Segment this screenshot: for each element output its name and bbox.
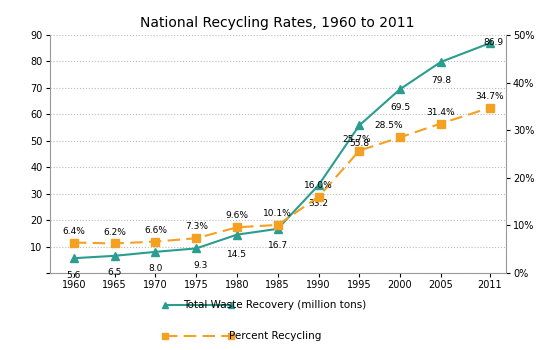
Text: Total Waste Recovery (million tons): Total Waste Recovery (million tons) [183, 300, 367, 309]
Text: 86.9: 86.9 [484, 38, 504, 47]
Text: 14.5: 14.5 [227, 250, 247, 259]
Text: 28.5%: 28.5% [375, 121, 403, 131]
Text: Percent Recycling: Percent Recycling [229, 331, 321, 341]
Text: 6.2%: 6.2% [103, 228, 126, 237]
Text: 34.7%: 34.7% [475, 92, 504, 101]
Text: 31.4%: 31.4% [426, 107, 455, 117]
Text: 6.4%: 6.4% [63, 226, 85, 236]
Text: 6.6%: 6.6% [144, 226, 167, 234]
Text: 7.3%: 7.3% [185, 222, 208, 231]
Text: 33.2: 33.2 [309, 199, 328, 208]
Text: 6.5: 6.5 [108, 268, 122, 277]
Text: 9.3: 9.3 [193, 261, 207, 270]
Text: 5.6: 5.6 [67, 271, 81, 280]
Text: 8.0: 8.0 [148, 264, 163, 273]
Title: National Recycling Rates, 1960 to 2011: National Recycling Rates, 1960 to 2011 [140, 16, 415, 30]
Text: 69.5: 69.5 [390, 103, 410, 112]
Text: 9.6%: 9.6% [226, 211, 249, 220]
Text: 10.1%: 10.1% [263, 209, 292, 218]
Text: 25.7%: 25.7% [342, 135, 371, 144]
Text: 55.8: 55.8 [349, 139, 370, 148]
Text: 79.8: 79.8 [431, 76, 451, 85]
Text: 16.7: 16.7 [268, 241, 288, 250]
Text: 16.0%: 16.0% [304, 181, 333, 190]
